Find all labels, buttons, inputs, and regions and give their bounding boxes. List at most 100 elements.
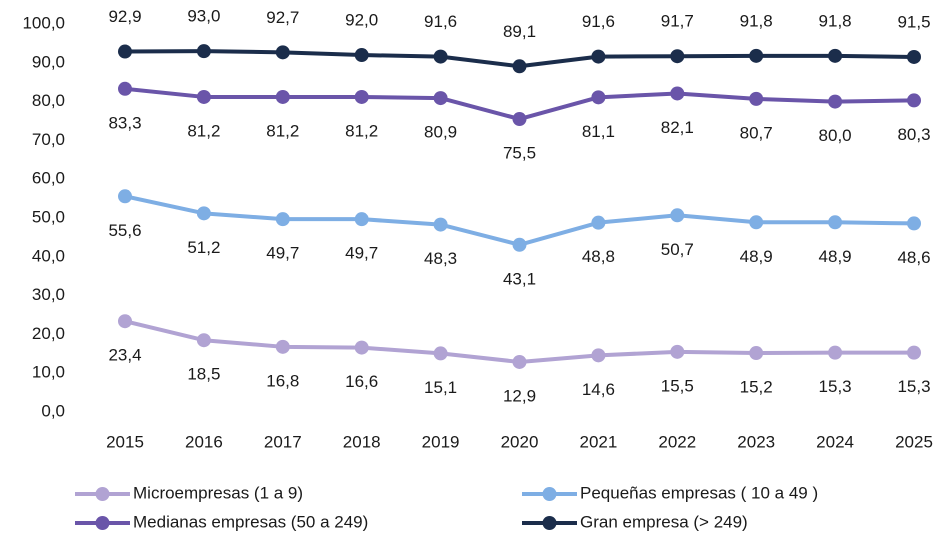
data-point xyxy=(907,345,921,360)
x-tick-label: 2020 xyxy=(501,432,539,451)
data-label: 15,3 xyxy=(897,377,930,396)
data-point xyxy=(354,340,369,355)
data-label: 82,1 xyxy=(661,118,694,137)
y-tick-label: 70,0 xyxy=(32,130,65,149)
data-label: 23,4 xyxy=(108,346,141,365)
x-tick-label: 2025 xyxy=(895,432,933,451)
data-point xyxy=(118,314,132,329)
y-tick-label: 20,0 xyxy=(32,324,65,343)
data-point xyxy=(591,90,606,105)
data-label: 92,9 xyxy=(108,7,141,26)
legend-marker xyxy=(95,516,110,530)
data-point xyxy=(907,216,921,231)
data-point xyxy=(354,212,369,227)
x-tick-label: 2022 xyxy=(658,432,696,451)
x-tick-label: 2021 xyxy=(579,432,617,451)
y-tick-label: 40,0 xyxy=(32,246,65,265)
data-point xyxy=(433,91,448,106)
data-point xyxy=(118,189,132,204)
data-label: 18,5 xyxy=(187,365,220,384)
data-point xyxy=(512,112,527,127)
data-point xyxy=(749,91,764,106)
y-tick-label: 0,0 xyxy=(41,401,65,420)
data-label: 80,7 xyxy=(740,123,773,142)
data-label: 14,6 xyxy=(582,380,615,399)
x-tick-label: 2017 xyxy=(264,432,302,451)
data-point xyxy=(275,45,290,60)
data-label: 80,9 xyxy=(424,123,457,142)
data-point xyxy=(670,49,685,64)
y-tick-label: 60,0 xyxy=(32,169,65,188)
data-label: 80,0 xyxy=(819,126,852,145)
data-label: 48,8 xyxy=(582,247,615,266)
data-point xyxy=(433,49,448,64)
data-label: 48,3 xyxy=(424,249,457,268)
data-point xyxy=(828,215,843,230)
legend-label: Microempresas (1 a 9) xyxy=(133,483,303,502)
data-point xyxy=(591,348,606,363)
data-label: 91,6 xyxy=(424,12,457,31)
data-label: 48,9 xyxy=(819,247,852,266)
data-point xyxy=(512,59,527,74)
legend-marker xyxy=(542,516,557,530)
data-point xyxy=(749,346,764,361)
data-point xyxy=(196,333,211,348)
data-label: 50,7 xyxy=(661,240,694,259)
data-label: 89,1 xyxy=(503,22,536,41)
data-label: 91,8 xyxy=(819,11,852,30)
legend-marker xyxy=(542,487,557,501)
y-tick-label: 100,0 xyxy=(22,13,65,32)
data-label: 92,7 xyxy=(266,8,299,27)
data-point xyxy=(512,354,527,369)
data-label: 49,7 xyxy=(266,244,299,263)
data-label: 83,3 xyxy=(108,113,141,132)
data-label: 91,5 xyxy=(897,12,930,31)
data-label: 48,6 xyxy=(897,248,930,267)
data-point xyxy=(907,93,921,108)
data-label: 15,5 xyxy=(661,376,694,395)
data-point xyxy=(196,206,211,221)
data-label: 81,2 xyxy=(345,121,378,140)
data-label: 15,3 xyxy=(819,377,852,396)
data-point xyxy=(670,86,685,101)
legend-label: Medianas empresas (50 a 249) xyxy=(133,512,368,531)
y-tick-label: 90,0 xyxy=(32,52,65,71)
data-label: 16,8 xyxy=(266,371,299,390)
data-point xyxy=(196,44,211,59)
data-point xyxy=(354,89,369,104)
data-point xyxy=(275,89,290,104)
x-tick-label: 2019 xyxy=(422,432,460,451)
data-label: 48,9 xyxy=(740,247,773,266)
data-point xyxy=(354,48,369,63)
y-tick-label: 10,0 xyxy=(32,363,65,382)
data-label: 51,2 xyxy=(187,238,220,257)
legend-marker xyxy=(95,487,110,501)
data-label: 16,6 xyxy=(345,372,378,391)
data-label: 91,6 xyxy=(582,12,615,31)
data-point xyxy=(749,48,764,63)
data-point xyxy=(828,345,843,360)
data-point xyxy=(433,346,448,361)
data-point xyxy=(828,48,843,63)
data-point xyxy=(118,44,132,59)
y-tick-label: 50,0 xyxy=(32,207,65,226)
data-point xyxy=(828,94,843,109)
x-tick-label: 2024 xyxy=(816,432,854,451)
legend-label: Gran empresa (> 249) xyxy=(580,512,748,531)
legend-label: Pequeñas empresas ( 10 a 49 ) xyxy=(580,483,818,502)
data-label: 49,7 xyxy=(345,244,378,263)
data-label: 55,6 xyxy=(108,221,141,240)
data-point xyxy=(591,49,606,64)
data-label: 15,2 xyxy=(740,378,773,397)
data-point xyxy=(275,339,290,354)
data-point xyxy=(907,49,921,64)
data-label: 81,2 xyxy=(187,121,220,140)
data-label: 93,0 xyxy=(187,7,220,26)
data-label: 75,5 xyxy=(503,144,536,163)
data-label: 12,9 xyxy=(503,386,536,405)
data-label: 43,1 xyxy=(503,269,536,288)
data-point xyxy=(749,215,764,230)
data-label: 15,1 xyxy=(424,378,457,397)
series-line xyxy=(124,194,915,247)
